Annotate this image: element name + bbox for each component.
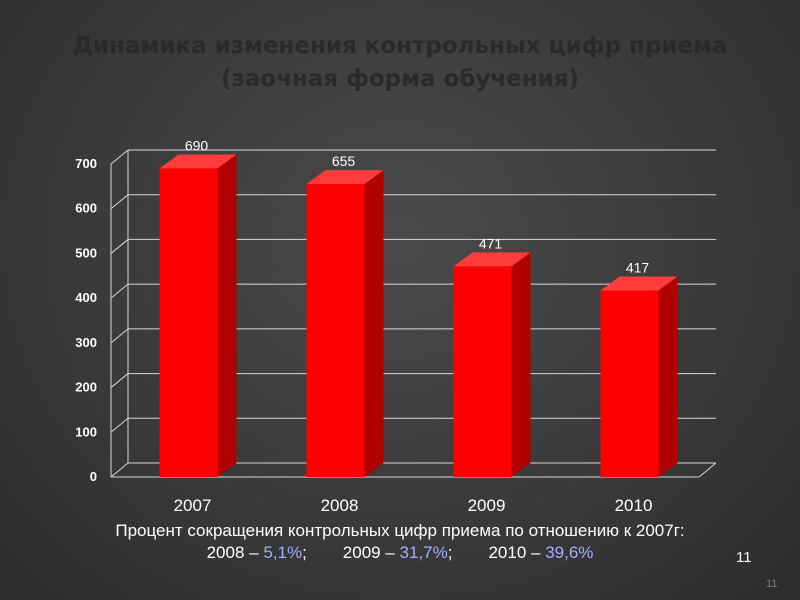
x-category-label: 2010 xyxy=(615,496,653,515)
bar-top xyxy=(600,276,678,291)
bar-side xyxy=(364,170,384,477)
x-category-label: 2009 xyxy=(468,496,506,515)
bar-side xyxy=(658,276,678,477)
data-label: 655 xyxy=(332,153,356,169)
reduction-2009-prefix: 2009 – xyxy=(342,543,400,562)
y-tick-label: 0 xyxy=(90,469,97,484)
reduction-2010-prefix: 2010 – xyxy=(488,543,546,562)
reduction-2009-suffix: ; xyxy=(447,543,453,562)
reduction-2008-suffix: ; xyxy=(302,543,307,562)
y-tick-label: 400 xyxy=(75,290,97,305)
bar-top xyxy=(159,154,237,169)
bar-side xyxy=(217,154,237,477)
y-tick-label: 600 xyxy=(75,201,97,216)
gridline-side xyxy=(110,462,129,478)
data-label: 417 xyxy=(626,260,650,276)
bar-chart: 0 100 200 300 400 500 600 700 690 2007 655 2008 471 2… xyxy=(75,137,717,515)
slide-title-line2: (заочная форма обучения) xyxy=(220,66,580,92)
gridline-side xyxy=(110,328,129,344)
x-category-label: 2007 xyxy=(174,496,212,515)
floor-right-edge xyxy=(698,462,717,478)
gridline-side xyxy=(110,373,129,388)
bar xyxy=(159,168,218,477)
gridline-side xyxy=(110,194,129,210)
slide-title-line1: Динамика изменения контрольных цифр прие… xyxy=(72,33,728,59)
gridline-side xyxy=(110,283,129,299)
reduction-note: Процент сокращения контрольных цифр прие… xyxy=(0,520,800,564)
y-tick-label: 100 xyxy=(75,424,97,439)
slide-number-corner: 11 xyxy=(766,578,778,590)
bar-side xyxy=(511,252,531,477)
slide-title: Динамика изменения контрольных цифр прие… xyxy=(0,30,800,96)
bar xyxy=(600,290,659,477)
reduction-2008-value: 5,1% xyxy=(263,543,303,562)
reduction-note-values: 2008 – 5,1%; 2009 – 31,7%; 2010 – 39,6% xyxy=(0,542,800,564)
bar xyxy=(453,266,512,477)
page-number: 11 xyxy=(736,549,752,566)
bar xyxy=(306,184,365,477)
y-tick-label: 300 xyxy=(75,335,97,350)
reduction-note-heading: Процент сокращения контрольных цифр прие… xyxy=(115,521,685,540)
y-tick-label: 700 xyxy=(75,156,97,171)
data-label: 471 xyxy=(479,235,503,251)
y-tick-label: 500 xyxy=(75,245,97,260)
reduction-2008-prefix: 2008 – xyxy=(206,543,264,562)
x-category-label: 2008 xyxy=(321,496,359,515)
y-tick-label: 200 xyxy=(75,380,97,395)
gridline-side xyxy=(110,417,129,433)
reduction-2010-value: 39,6% xyxy=(545,543,594,562)
reduction-2009-value: 31,7% xyxy=(399,543,448,562)
gridline-side xyxy=(110,239,129,254)
gridline-side xyxy=(110,149,129,165)
bar-top xyxy=(453,252,531,267)
bar-top xyxy=(306,170,384,185)
data-label: 690 xyxy=(185,137,209,153)
